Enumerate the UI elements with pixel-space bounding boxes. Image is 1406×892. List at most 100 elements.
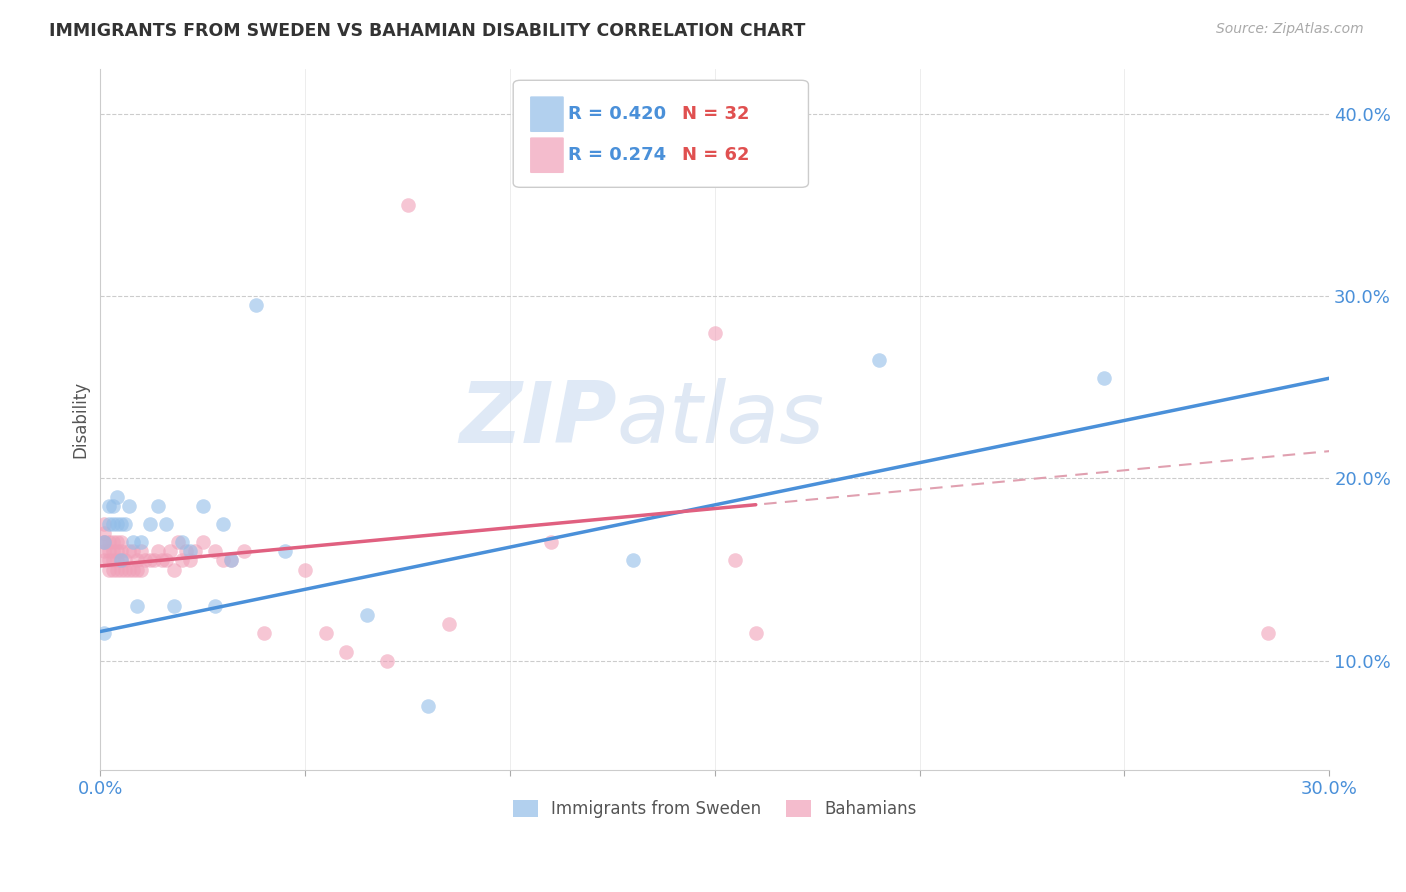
Legend: Immigrants from Sweden, Bahamians: Immigrants from Sweden, Bahamians [506, 793, 924, 825]
Point [118, 544, 141, 558]
Point [163, 599, 186, 613]
Point [138, 553, 160, 567]
Point [97, 499, 120, 513]
Point [356, 608, 378, 623]
Point [101, 544, 124, 558]
Point [122, 544, 145, 558]
Point [163, 563, 186, 577]
Point [127, 599, 149, 613]
Point [101, 553, 124, 567]
Point [221, 553, 243, 567]
Point [110, 553, 132, 567]
Point [101, 563, 124, 577]
Point [1257, 626, 1279, 640]
Point [212, 553, 235, 567]
Point [221, 553, 243, 567]
Point [540, 535, 562, 549]
Point [93, 535, 115, 549]
Point [93, 544, 115, 558]
Text: ZIP: ZIP [458, 377, 616, 461]
Point [93, 516, 115, 531]
Point [273, 544, 295, 558]
Point [110, 544, 132, 558]
Point [146, 544, 169, 558]
Point [93, 626, 115, 640]
Point [212, 516, 235, 531]
Point [114, 553, 136, 567]
Text: R = 0.274: R = 0.274 [568, 146, 666, 164]
Point [176, 544, 198, 558]
Point [179, 553, 201, 567]
Point [172, 553, 194, 567]
Point [134, 553, 156, 567]
Point [172, 535, 194, 549]
Point [183, 544, 205, 558]
Point [150, 553, 173, 567]
Point [131, 544, 153, 558]
Point [416, 699, 439, 714]
Point [101, 499, 124, 513]
Point [97, 563, 120, 577]
Point [155, 553, 177, 567]
Point [745, 626, 768, 640]
Point [204, 544, 226, 558]
Text: N = 62: N = 62 [682, 146, 749, 164]
Point [868, 353, 890, 368]
Point [101, 535, 124, 549]
Point [127, 563, 149, 577]
Point [110, 563, 132, 577]
Point [97, 553, 120, 567]
Point [93, 535, 115, 549]
Point [437, 617, 460, 632]
Point [1092, 371, 1115, 385]
Point [245, 298, 267, 312]
Point [375, 654, 398, 668]
Point [703, 326, 725, 340]
Point [131, 563, 153, 577]
Point [142, 553, 165, 567]
Text: N = 32: N = 32 [682, 105, 749, 123]
Text: atlas: atlas [616, 377, 824, 461]
Point [127, 553, 149, 567]
Point [122, 563, 145, 577]
Point [110, 535, 132, 549]
Point [335, 644, 357, 658]
Point [118, 563, 141, 577]
Point [204, 599, 226, 613]
Point [105, 490, 128, 504]
Point [396, 198, 419, 212]
Point [179, 544, 201, 558]
Point [105, 563, 128, 577]
Point [93, 526, 115, 541]
Point [93, 553, 115, 567]
Point [315, 626, 337, 640]
Point [232, 544, 254, 558]
Point [93, 535, 115, 549]
Point [105, 535, 128, 549]
Point [118, 499, 141, 513]
Text: IMMIGRANTS FROM SWEDEN VS BAHAMIAN DISABILITY CORRELATION CHART: IMMIGRANTS FROM SWEDEN VS BAHAMIAN DISAB… [49, 22, 806, 40]
Point [105, 544, 128, 558]
Text: Source: ZipAtlas.com: Source: ZipAtlas.com [1216, 22, 1364, 37]
Point [155, 516, 177, 531]
Point [131, 535, 153, 549]
Point [101, 516, 124, 531]
Point [110, 553, 132, 567]
Point [294, 563, 316, 577]
Point [253, 626, 276, 640]
Y-axis label: Disability: Disability [72, 381, 89, 458]
Point [110, 516, 132, 531]
Point [159, 544, 181, 558]
Point [167, 535, 190, 549]
Point [97, 516, 120, 531]
Point [114, 563, 136, 577]
Point [97, 544, 120, 558]
Text: R = 0.420: R = 0.420 [568, 105, 666, 123]
Point [105, 516, 128, 531]
Point [191, 499, 214, 513]
Point [122, 535, 145, 549]
Point [146, 499, 169, 513]
Point [191, 535, 214, 549]
Point [621, 553, 644, 567]
Point [138, 516, 160, 531]
